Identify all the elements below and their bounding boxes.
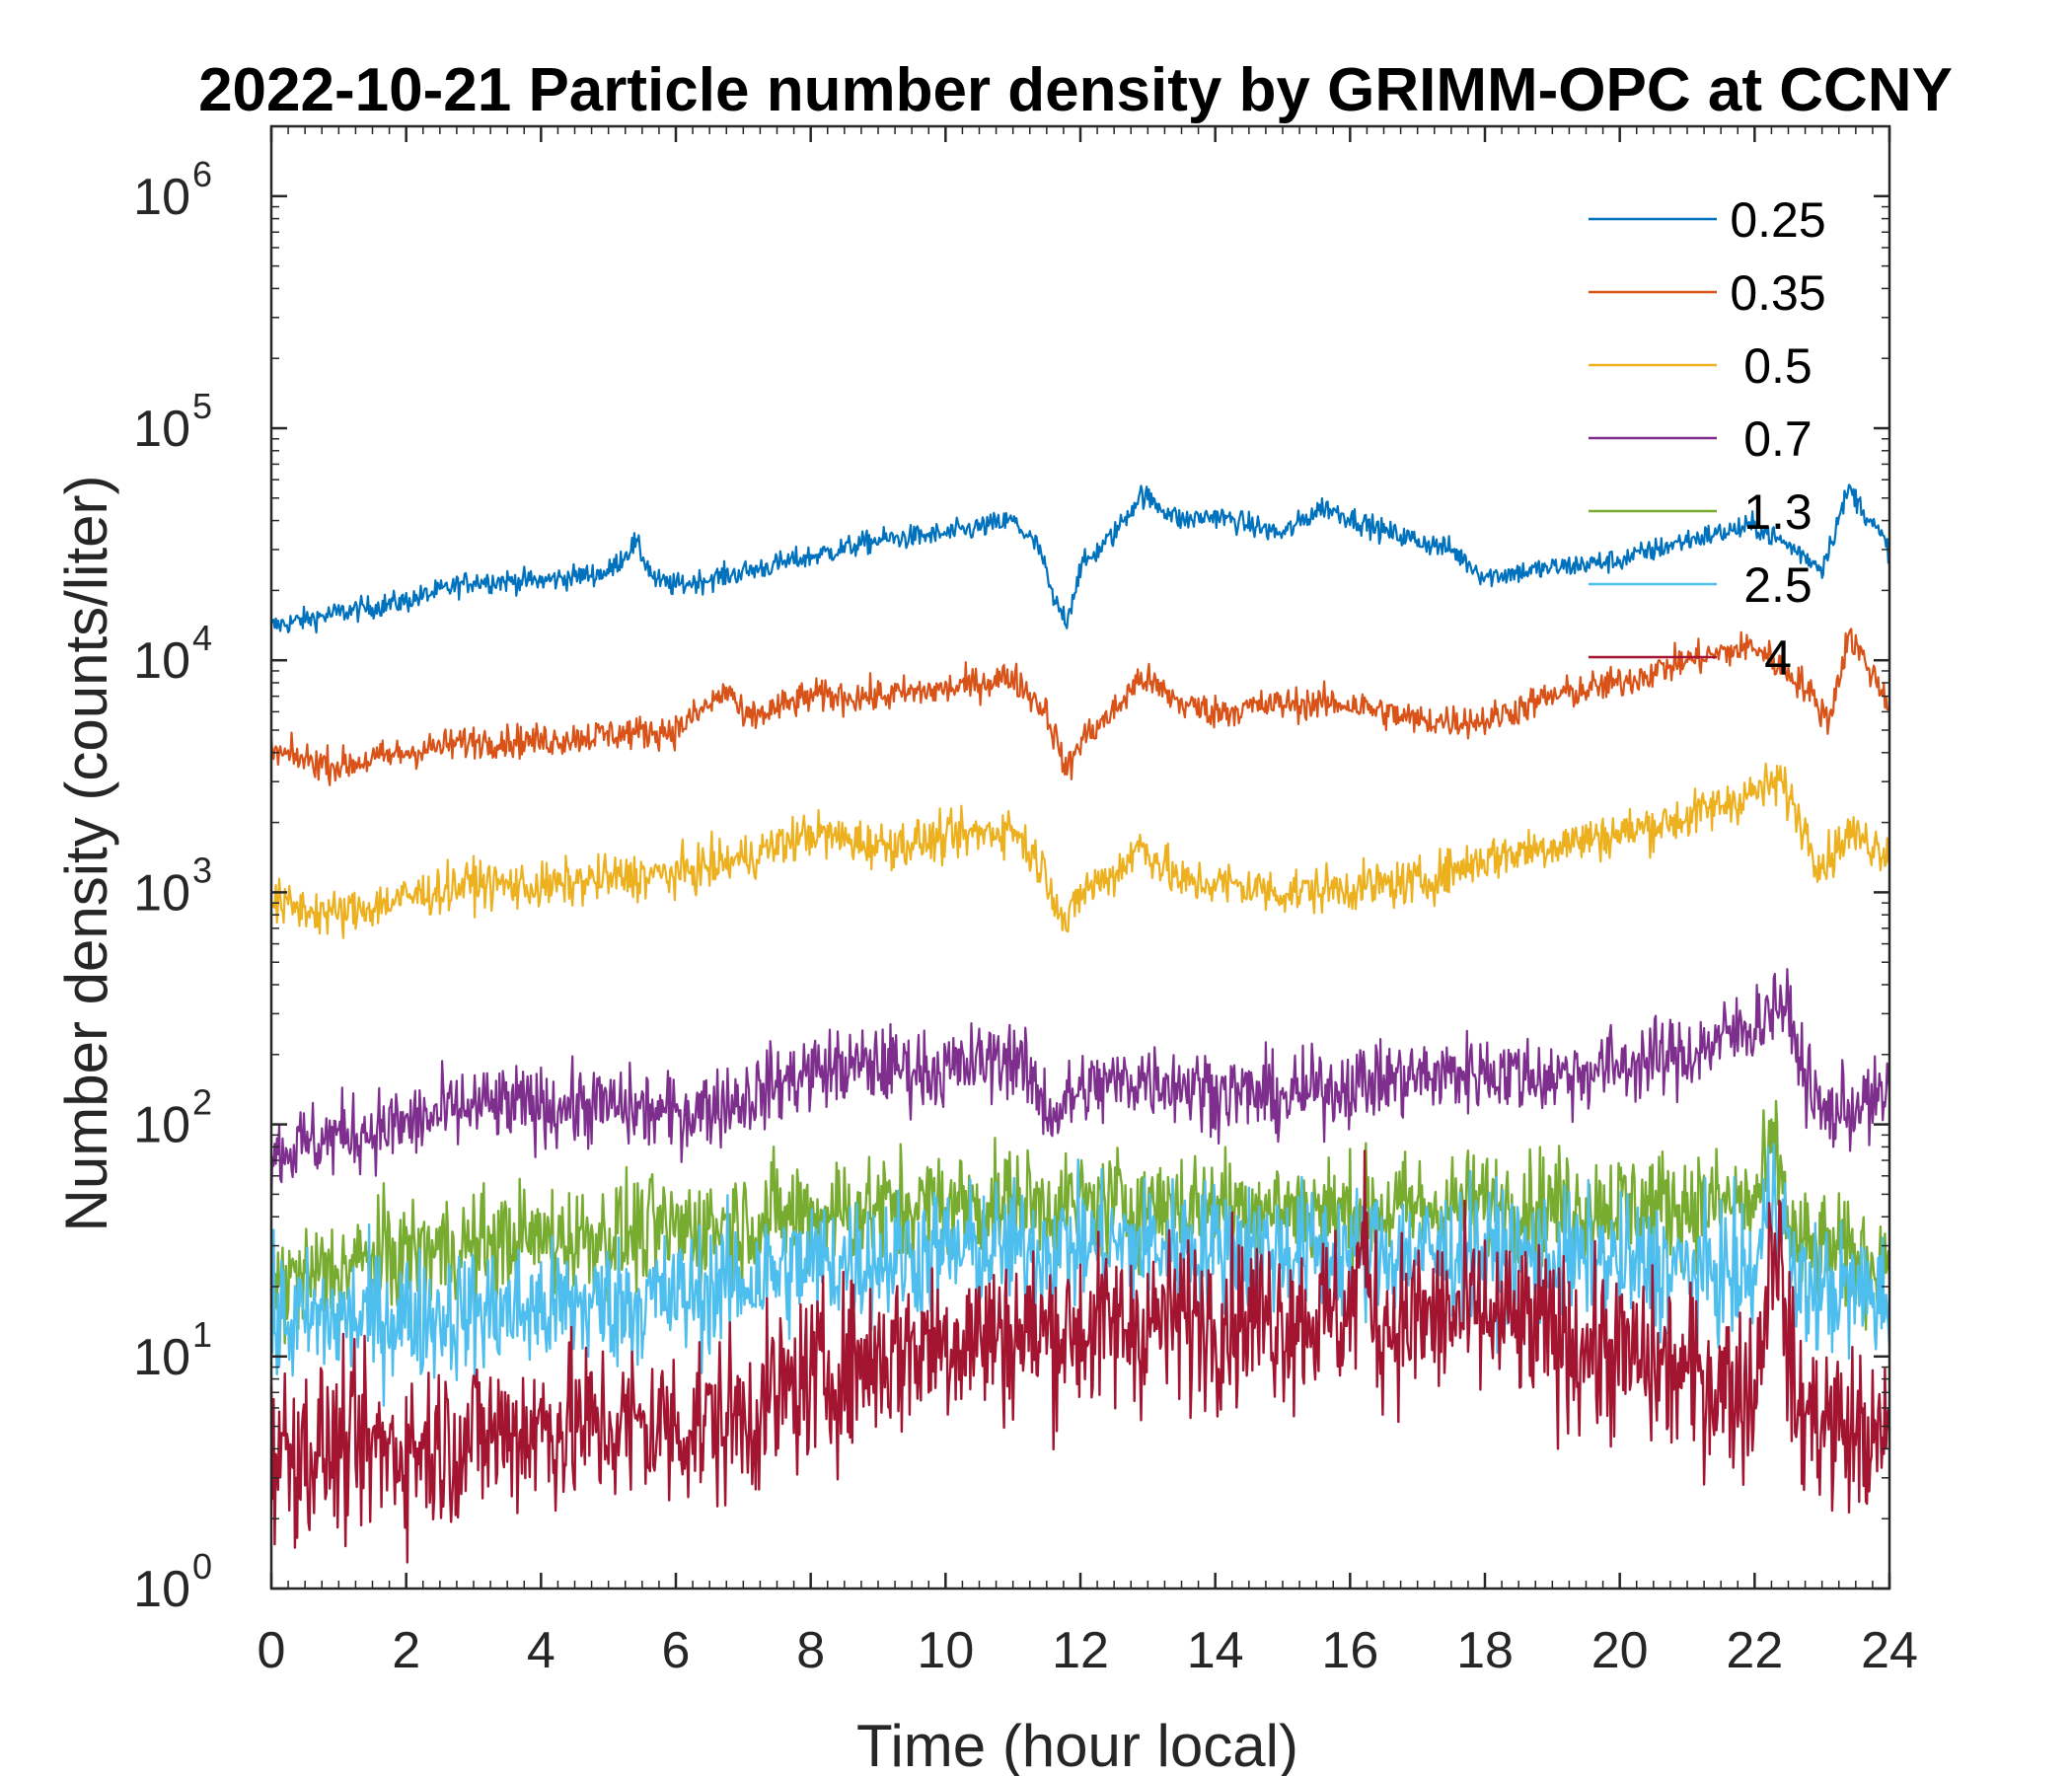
x-tick-label-8: 16: [1321, 1622, 1378, 1679]
chart-title: 2022-10-21 Particle number density by GR…: [198, 56, 1953, 124]
series-line-4: [269, 1149, 1891, 1564]
x-tick-label-10: 20: [1591, 1622, 1649, 1679]
legend-label-0_35: 0.35: [1730, 265, 1825, 321]
x-tick-label-3: 6: [662, 1622, 691, 1679]
legend-label-0_5: 0.5: [1743, 338, 1813, 394]
y-tick-label-5: 10: [133, 401, 190, 458]
y-tick-exponent-2: 2: [192, 1082, 212, 1123]
x-tick-label-4: 8: [796, 1622, 825, 1679]
y-tick-exponent-6: 6: [192, 154, 212, 194]
x-tick-label-2: 4: [527, 1622, 555, 1679]
y-tick-exponent-0: 0: [192, 1546, 212, 1587]
legend-label-0_7: 0.7: [1743, 411, 1813, 467]
series-line-0_35: [269, 628, 1890, 786]
legend-label-2_5: 2.5: [1743, 557, 1813, 613]
y-tick-label-1: 10: [133, 1329, 190, 1386]
legend-label-4: 4: [1764, 630, 1792, 686]
x-tick-label-12: 24: [1861, 1622, 1918, 1679]
y-tick-exponent-1: 1: [192, 1314, 212, 1355]
legend: 0.25 0.35 0.5 0.7 1.3 2.5 4: [1589, 192, 1826, 686]
x-tick-label-1: 2: [392, 1622, 420, 1679]
x-tick-label-9: 18: [1456, 1622, 1514, 1679]
series-line-0_7: [269, 968, 1891, 1201]
y-tick-label-3: 10: [133, 864, 190, 922]
y-tick-exponent-4: 4: [192, 618, 212, 658]
series-line-1_3: [269, 1099, 1891, 1345]
x-axis-label: Time (hour local): [856, 1713, 1298, 1776]
legend-label-1_3: 1.3: [1743, 484, 1813, 540]
tick-marks: [269, 125, 1891, 1591]
series-line-0_25: [270, 483, 1891, 634]
y-tick-label-6: 10: [133, 169, 190, 226]
y-tick-exponent-3: 3: [192, 850, 212, 890]
x-tick-label-0: 0: [258, 1622, 286, 1679]
series-line-0_5: [271, 762, 1891, 939]
x-tick-label-7: 14: [1187, 1622, 1244, 1679]
legend-label-0_25: 0.25: [1730, 192, 1825, 248]
plot-lines: [269, 483, 1891, 1564]
y-tick-label-2: 10: [133, 1097, 190, 1154]
y-axis-label: Number density (counts/liter): [53, 476, 119, 1232]
y-tick-exponent-5: 5: [192, 386, 212, 426]
x-tick-label-5: 10: [917, 1622, 974, 1679]
y-tick-label-0: 10: [133, 1561, 190, 1618]
y-tick-label-4: 10: [133, 632, 190, 690]
x-tick-label-6: 12: [1052, 1622, 1109, 1679]
x-tick-label-11: 22: [1726, 1622, 1783, 1679]
